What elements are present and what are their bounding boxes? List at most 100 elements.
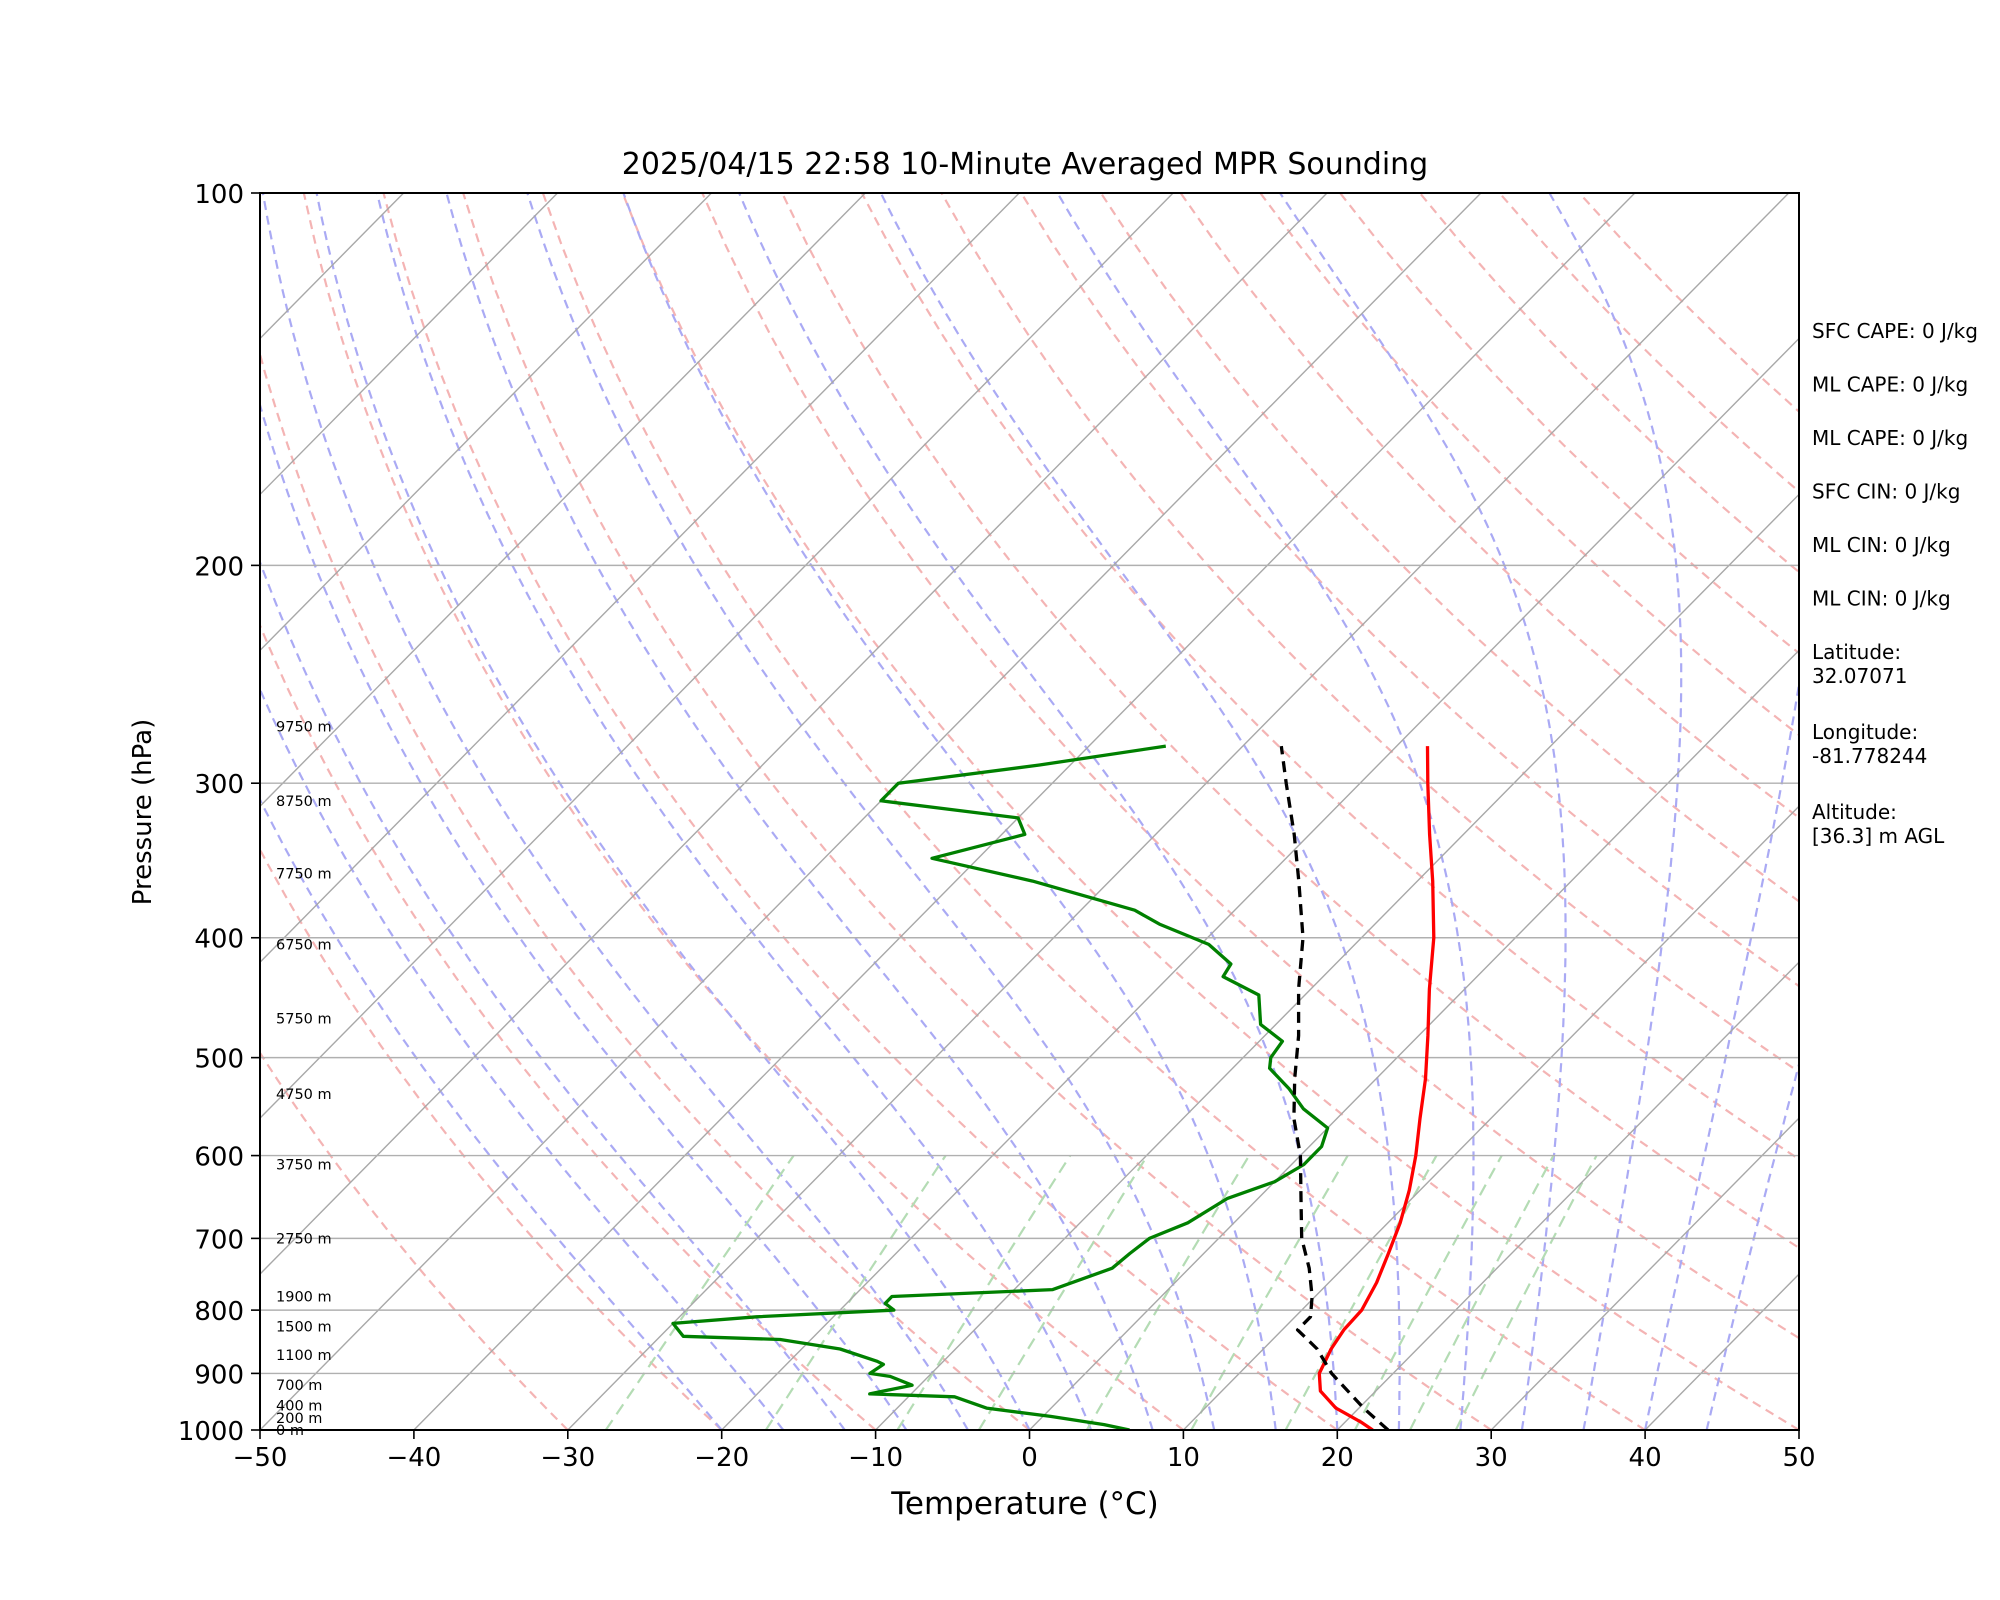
dry-adiabat	[1099, 193, 1799, 903]
isotherm	[1182, 805, 1799, 1430]
y-tick-label: 800	[194, 1297, 244, 1327]
x-tick-label: 30	[1475, 1443, 1508, 1473]
y-tick-label: 300	[194, 770, 244, 800]
height-label: 5750 m	[276, 1012, 332, 1028]
isotherm	[413, 193, 1636, 1430]
dry-adiabat	[260, 350, 1031, 1430]
moist-adiabat	[1056, 193, 1475, 1430]
x-tick-label: −10	[848, 1443, 903, 1473]
isotherm	[260, 193, 866, 808]
x-axis-label: Temperature (°C)	[890, 1486, 1159, 1522]
location-value: 32.07071	[1812, 664, 1907, 688]
moist-adiabat	[879, 193, 1401, 1430]
x-tick-label: 0	[1021, 1443, 1038, 1473]
x-tick-label: 10	[1167, 1443, 1200, 1473]
y-axis: 100 200 300 400 500 600 700 800 900 1000	[178, 180, 260, 1447]
index-text: SFC CAPE: 0 J/kg	[1812, 319, 1978, 343]
moist-adiabat	[376, 193, 1093, 1430]
isotherm	[1490, 1117, 1799, 1430]
moist-adiabat	[261, 193, 969, 1430]
x-tick-label: −20	[694, 1443, 749, 1473]
y-tick-label: 500	[194, 1045, 244, 1075]
dry-adiabat	[260, 1050, 569, 1430]
location-value: [36.3] m AGL	[1812, 824, 1945, 848]
dry-adiabat	[302, 193, 1185, 1430]
isotherm	[260, 193, 712, 652]
height-label: 700 m	[276, 1378, 322, 1394]
y-tick-label: 900	[194, 1360, 244, 1390]
moist-adiabat	[1548, 193, 1683, 1430]
y-axis-label: Pressure (hPa)	[128, 719, 158, 906]
dry-adiabat	[541, 193, 1646, 1430]
height-label: 400 m	[276, 1398, 322, 1414]
index-text: SFC CIN: 0 J/kg	[1812, 480, 1960, 504]
height-label: 1100 m	[276, 1348, 332, 1364]
x-tick-label: 50	[1782, 1443, 1815, 1473]
moist-adiabat	[526, 193, 1216, 1430]
height-label: 9750 m	[276, 720, 332, 736]
dry-adiabat	[382, 193, 1338, 1430]
dry-adiabat	[1020, 193, 1799, 988]
height-label: 1500 m	[276, 1320, 332, 1336]
moist-adiabat	[260, 401, 908, 1430]
thermo-background-lines	[260, 193, 1799, 1430]
isotherm	[260, 193, 1482, 1430]
y-tick-label: 700	[194, 1225, 244, 1255]
location-label: Latitude:	[1812, 640, 1901, 664]
x-tick-label: −40	[386, 1443, 441, 1473]
height-label: 2750 m	[276, 1231, 332, 1247]
y-tick-label: 200	[194, 552, 244, 582]
y-tick-label: 1000	[178, 1417, 244, 1447]
dry-adiabat	[781, 193, 1799, 1250]
sounding-indices-panel: SFC CAPE: 0 J/kg ML CAPE: 0 J/kg ML CAPE: …	[1812, 319, 1978, 848]
dewpoint-profile-line	[671, 744, 1330, 1430]
isotherm	[721, 337, 1799, 1430]
height-label: 8750 m	[276, 794, 332, 810]
isotherm	[260, 193, 1020, 964]
sounding-profiles	[671, 744, 1436, 1430]
isotherm	[260, 193, 559, 496]
y-tick-label: 600	[194, 1143, 244, 1173]
isobar-grid	[260, 193, 1799, 1430]
moist-adiabat	[260, 559, 846, 1430]
x-tick-label: −30	[540, 1443, 595, 1473]
height-label: 4750 m	[276, 1087, 332, 1103]
dry-adiabat	[260, 847, 723, 1430]
dry-adiabat	[940, 193, 1799, 1074]
moist-adiabat	[1705, 1060, 1799, 1430]
dry-adiabat	[701, 193, 1799, 1340]
isotherm	[875, 493, 1799, 1430]
moist-adiabat	[622, 193, 1277, 1430]
height-label: 7750 m	[276, 867, 332, 883]
chart-title: 2025/04/15 22:58 10-Minute Averaged MPR …	[622, 147, 1428, 182]
temperature-profile-line	[1317, 746, 1436, 1430]
moist-adiabat	[260, 686, 785, 1430]
isotherm	[260, 193, 1174, 1120]
height-label: 6750 m	[276, 937, 332, 953]
x-tick-label: −50	[233, 1443, 288, 1473]
height-label: 200 m	[276, 1411, 322, 1427]
parcel-profile-line	[1279, 745, 1390, 1430]
moist-adiabat	[315, 193, 1031, 1430]
index-text: ML CAPE: 0 J/kg	[1812, 373, 1968, 397]
isotherm	[260, 193, 1328, 1276]
isotherm	[1336, 961, 1799, 1430]
dry-adiabat	[462, 193, 1492, 1430]
location-label: Longitude:	[1812, 720, 1918, 744]
y-tick-label: 400	[194, 925, 244, 955]
moist-adiabat	[445, 193, 1154, 1430]
dry-adiabat	[260, 622, 877, 1430]
location-value: -81.778244	[1812, 744, 1927, 768]
isotherm	[1029, 649, 1799, 1430]
index-text: ML CIN: 0 J/kg	[1812, 587, 1951, 611]
index-text: ML CAPE: 0 J/kg	[1812, 426, 1968, 450]
y-tick-label: 100	[194, 180, 244, 210]
height-label: 3750 m	[276, 1158, 332, 1174]
location-label: Altitude:	[1812, 800, 1897, 824]
x-axis: −50 −40 −30 −20 −10 0 10 20 30 40 50	[233, 1430, 1816, 1473]
height-label: 1900 m	[276, 1290, 332, 1306]
x-tick-label: 40	[1629, 1443, 1662, 1473]
index-text: ML CIN: 0 J/kg	[1812, 533, 1951, 557]
